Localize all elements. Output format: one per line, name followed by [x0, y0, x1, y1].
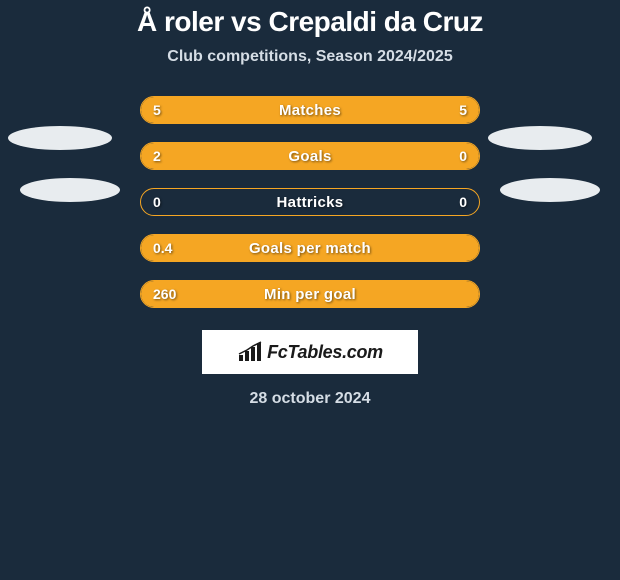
source-logo: FcTables.com	[202, 330, 418, 374]
stat-value-right: 0	[459, 189, 467, 215]
source-logo-text: FcTables.com	[267, 342, 383, 363]
stat-value-left: 0	[153, 189, 161, 215]
bars-icon	[237, 341, 263, 363]
stat-row: 0.4Goals per match	[140, 234, 480, 262]
page-title: Å roler vs Crepaldi da Cruz	[137, 6, 483, 38]
subtitle: Club competitions, Season 2024/2025	[167, 48, 452, 66]
stat-row: 260Min per goal	[140, 280, 480, 308]
stat-fill-left	[141, 281, 479, 307]
stat-fill-left	[141, 97, 310, 123]
stats-list: 55Matches 20Goals 0 0Hattricks 0.4Goals per …	[140, 96, 480, 308]
badge-placeholder-left-1	[8, 126, 112, 150]
stat-fill-left	[141, 235, 479, 261]
stat-fill-right	[310, 97, 479, 123]
stat-label: Hattricks	[141, 189, 479, 215]
stat-fill-left	[141, 143, 405, 169]
badge-placeholder-right-1	[488, 126, 592, 150]
stat-fill-right	[405, 143, 479, 169]
badge-placeholder-right-2	[500, 178, 600, 202]
stat-row: 0 0Hattricks	[140, 188, 480, 216]
badge-placeholder-left-2	[20, 178, 120, 202]
snapshot-date: 28 october 2024	[250, 390, 371, 408]
stat-row: 20Goals	[140, 142, 480, 170]
stat-row: 55Matches	[140, 96, 480, 124]
comparison-infographic: Å roler vs Crepaldi da Cruz Club competi…	[0, 0, 620, 580]
